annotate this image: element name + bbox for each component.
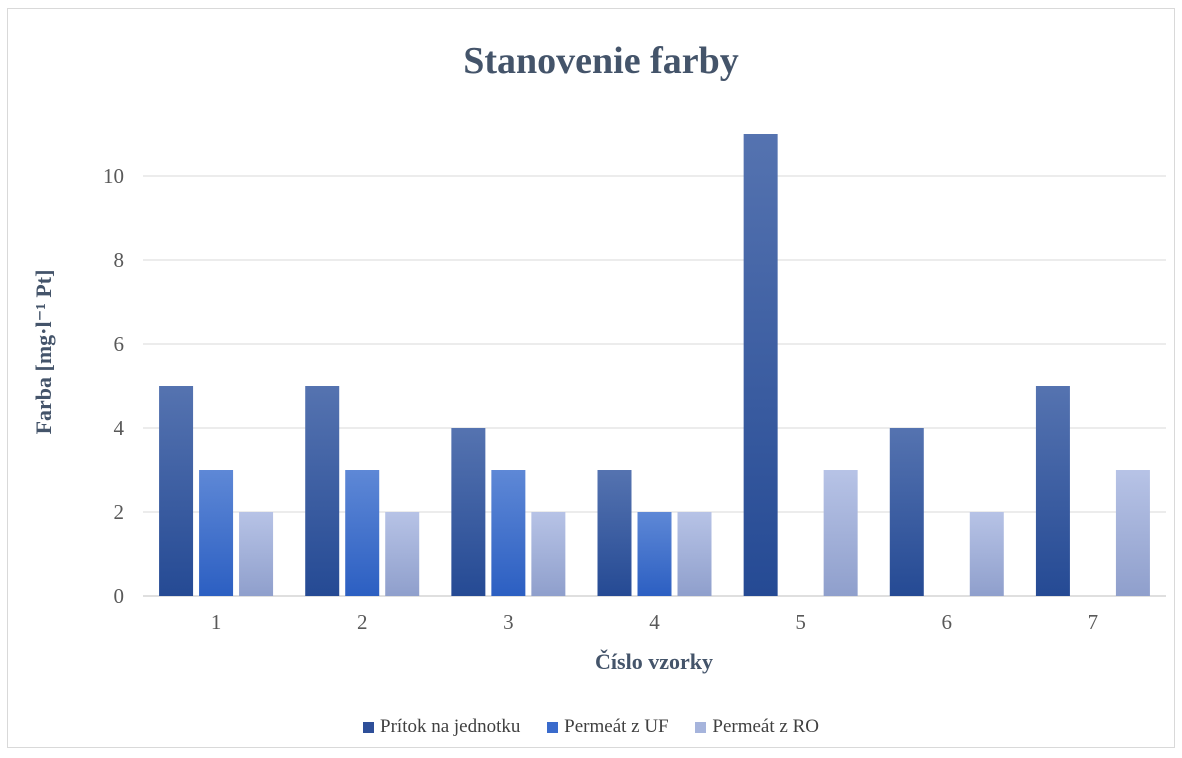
legend-item-inflow: Prítok na jednotku: [363, 716, 520, 738]
x-tick-label: 2: [357, 610, 368, 634]
y-tick-label: 2: [114, 500, 125, 524]
bars: [159, 134, 1150, 596]
bar-series-3-sample-5: [823, 470, 858, 596]
legend-item-uf-permeate: Permeát z UF: [547, 716, 669, 738]
x-tick-label: 7: [1088, 610, 1099, 634]
y-axis-title: Farba [mg·l⁻¹ Pt]: [31, 270, 56, 435]
x-tick-label: 5: [795, 610, 806, 634]
legend-label-ro-permeate: Permeát z RO: [712, 716, 819, 737]
bar-series-1-sample-3: [451, 428, 486, 596]
legend-swatch-inflow: [363, 721, 375, 733]
bar-series-2-sample-2: [345, 470, 380, 596]
chart-title: Stanovenie farby: [463, 40, 739, 82]
legend-swatch-ro-permeate: [695, 721, 707, 733]
bar-series-3-sample-3: [531, 512, 566, 596]
legend-item-ro-permeate: Permeát z RO: [695, 716, 819, 738]
bar-series-2-sample-3: [491, 470, 526, 596]
bar-series-1-sample-7: [1035, 386, 1070, 596]
bar-series-1-sample-6: [889, 428, 924, 596]
bar-series-1-sample-1: [159, 386, 194, 596]
legend-label-inflow: Prítok na jednotku: [380, 716, 521, 737]
bar-series-2-sample-1: [199, 470, 234, 596]
y-tick-label: 6: [114, 332, 125, 356]
bar-series-3-sample-2: [385, 512, 420, 596]
bar-series-3-sample-7: [1115, 470, 1150, 596]
legend-label-uf-permeate: Permeát z UF: [564, 716, 669, 737]
chart-frame: [7, 8, 1175, 748]
y-tick-label: 8: [114, 248, 125, 272]
bar-series-2-sample-4: [637, 512, 672, 596]
bar-series-3-sample-4: [677, 512, 712, 596]
x-tick-label: 3: [503, 610, 514, 634]
bar-series-1-sample-2: [305, 386, 340, 596]
x-tick-label: 1: [211, 610, 222, 634]
x-axis-title: Číslo vzorky: [595, 649, 713, 674]
bar-series-3-sample-6: [969, 512, 1004, 596]
y-tick-label: 10: [103, 164, 124, 188]
bar-series-1-sample-5: [743, 134, 778, 596]
legend-swatch-uf-permeate: [547, 721, 559, 733]
bar-series-1-sample-4: [597, 470, 632, 596]
y-tick-label: 4: [114, 416, 125, 440]
legend: Prítok na jednotku Permeát z UF Permeát …: [0, 716, 1182, 739]
x-tick-label: 4: [649, 610, 660, 634]
x-tick-label: 6: [942, 610, 953, 634]
bar-series-3-sample-1: [239, 512, 274, 596]
y-tick-label: 0: [114, 584, 125, 608]
